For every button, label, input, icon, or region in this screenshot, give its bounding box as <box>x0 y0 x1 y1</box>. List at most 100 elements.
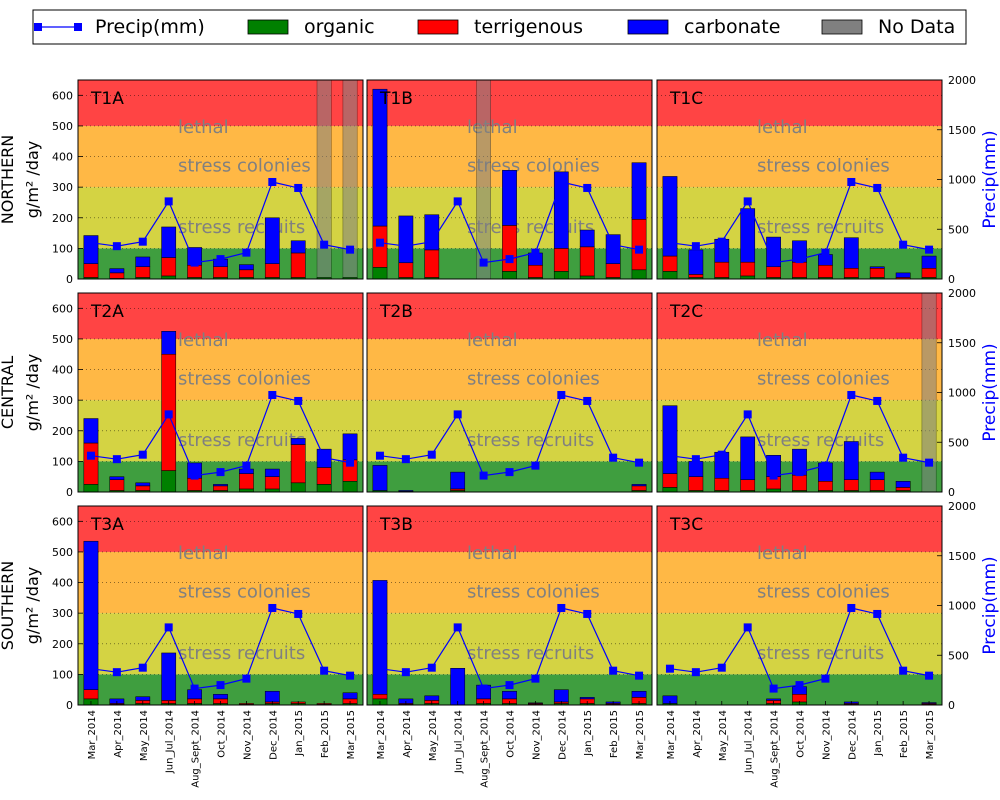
panel-title: T1C <box>669 89 703 109</box>
bar-terrigenous <box>662 255 678 272</box>
precip-point <box>557 177 566 186</box>
zone-label-lethal: lethal <box>757 117 808 138</box>
legend-label-terrigenous: terrigenous <box>474 16 583 38</box>
zone-label-stress-colonies: stress colonies <box>757 156 890 177</box>
bar-carbonate <box>161 226 177 258</box>
bar-terrigenous <box>109 479 125 491</box>
precip-point <box>847 390 856 399</box>
bar-carbonate <box>135 696 151 701</box>
bar-carbonate <box>450 668 466 706</box>
bar-carbonate <box>290 240 306 254</box>
precip-point <box>505 255 514 264</box>
bar-terrigenous <box>290 444 306 484</box>
precip-point <box>821 461 830 470</box>
y2-tick-label: 1500 <box>948 550 976 563</box>
precip-point <box>294 396 303 405</box>
y-axis-label: g/m² /day <box>23 354 42 431</box>
x-tick-label: Mar_2015 <box>635 710 646 759</box>
bar-organic <box>316 484 332 493</box>
precip-point <box>112 455 121 464</box>
panel-frame <box>366 79 653 280</box>
bar-carbonate <box>83 540 99 690</box>
precip-point <box>190 471 199 480</box>
precip-point <box>138 663 147 672</box>
precip-point <box>531 674 540 683</box>
precip-point <box>925 671 934 680</box>
precip-point <box>717 237 726 246</box>
bar-terrigenous <box>83 442 99 485</box>
precip-point <box>769 684 778 693</box>
precip-point <box>925 245 934 254</box>
precip-point <box>242 248 251 257</box>
bar-terrigenous <box>161 257 177 277</box>
y2-tick-label: 500 <box>948 649 969 662</box>
precip-point <box>216 681 225 690</box>
x-tick-label: Jan_2015 <box>294 710 305 757</box>
zone-band-stress-recruits <box>657 613 942 675</box>
zone-band-stress-recruits <box>367 400 652 462</box>
zone-label-stress-recruits: stress recruits <box>178 217 305 238</box>
bar-terrigenous <box>316 467 332 485</box>
bar-carbonate <box>869 471 885 481</box>
bar-terrigenous <box>553 248 569 272</box>
x-tick-label: May_2014 <box>139 710 150 761</box>
y2-tick-label: 1000 <box>948 387 976 400</box>
precip-point <box>873 396 882 405</box>
bar-carbonate <box>161 652 177 701</box>
y2-axis-label: Precip(mm) <box>980 556 1000 654</box>
bar-terrigenous <box>818 481 833 491</box>
precip-point <box>427 663 436 672</box>
zone-band-stress-colonies <box>657 551 942 614</box>
zone-band-lethal <box>657 506 942 552</box>
x-tick-label: Aug_Sept_2014 <box>191 710 202 788</box>
x-tick-label: Oct_2014 <box>796 710 807 758</box>
bar-terrigenous <box>631 485 647 491</box>
precip-point <box>164 197 173 206</box>
bar-carbonate <box>605 234 621 264</box>
precip-point <box>346 671 355 680</box>
zone-band-stress-colonies <box>367 551 652 614</box>
y2-tick-label: 1000 <box>948 174 976 187</box>
x-tick-label: Oct_2014 <box>506 710 517 758</box>
x-tick-label: Nov_2014 <box>531 710 542 760</box>
legend-precip-marker <box>34 23 42 31</box>
zone-label-stress-colonies: stress colonies <box>178 582 311 603</box>
zone-band-lethal <box>367 506 652 552</box>
x-tick-label: Jan_2015 <box>583 710 594 757</box>
precip-point <box>635 245 644 254</box>
precip-point <box>427 237 436 246</box>
bar-carbonate <box>239 468 254 474</box>
bar-organic <box>83 484 99 493</box>
panel-title: T1A <box>90 89 124 109</box>
x-tick-label: Jun_Jul_2014 <box>744 710 755 774</box>
bar-carbonate <box>631 484 647 487</box>
precip-point <box>164 410 173 419</box>
precip-point <box>743 410 752 419</box>
bar-carbonate <box>631 162 647 220</box>
precip-point <box>401 455 410 464</box>
bar-terrigenous <box>869 479 885 491</box>
bar-terrigenous <box>631 219 647 271</box>
bar-terrigenous <box>579 246 595 277</box>
legend-precip-marker <box>74 23 82 31</box>
panel-frame <box>77 79 364 280</box>
precip-point <box>899 453 908 462</box>
bar-terrigenous <box>290 252 306 278</box>
bar-terrigenous <box>740 479 756 491</box>
bar-carbonate <box>502 170 517 226</box>
panel-t2a: lethal stress colonies stress recruits T2A 0… <box>52 292 364 499</box>
bar-terrigenous <box>187 264 202 278</box>
x-tick-label: Apr_2014 <box>113 710 124 758</box>
x-tick-label: Feb_2015 <box>899 710 910 758</box>
y2-tick-label: 2000 <box>948 500 976 513</box>
panel-t1c: lethal stress colonies stress recruits T1C 0… <box>656 74 1000 286</box>
precip-point <box>375 451 384 460</box>
precip-point <box>268 390 277 399</box>
precip-point <box>557 603 566 612</box>
precip-point <box>479 471 488 480</box>
zone-band-stress-recruits <box>367 613 652 675</box>
y-tick-label: 100 <box>52 242 73 255</box>
precip-point <box>320 240 329 249</box>
precip-point <box>164 623 173 632</box>
legend: Precip(mm) organic terrigenous carbonate No … <box>32 9 967 45</box>
